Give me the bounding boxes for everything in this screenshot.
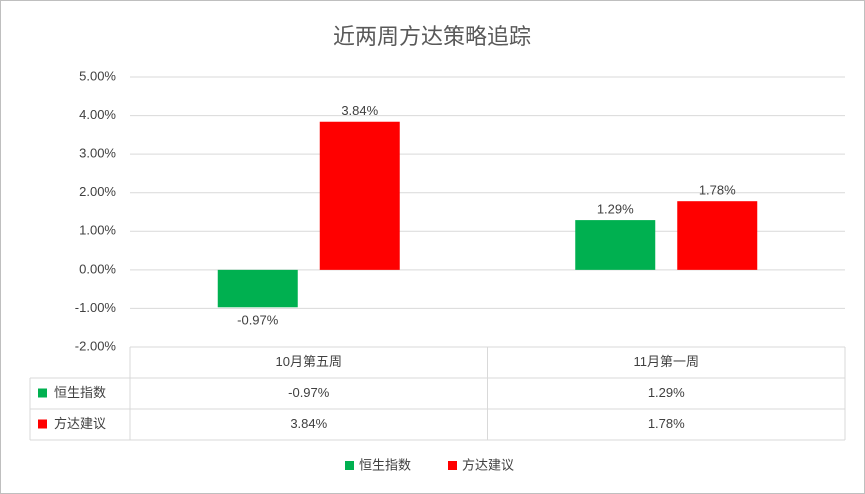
y-tick-label: 5.00% — [79, 68, 116, 83]
bar — [217, 269, 298, 308]
table-cell: -0.97% — [288, 385, 330, 400]
y-tick-label: 1.00% — [79, 223, 116, 238]
table-cell: 1.78% — [648, 416, 685, 431]
bar — [319, 121, 400, 270]
data-label: 1.78% — [699, 183, 736, 198]
data-label: -0.97% — [237, 313, 279, 328]
table-legend-key — [38, 419, 47, 429]
y-tick-label: 3.00% — [79, 146, 116, 161]
table-header: 10月第五周 — [276, 354, 342, 369]
table-cell: 3.84% — [290, 416, 327, 431]
chart-title: 近两周方达策略追踪 — [333, 24, 531, 49]
y-tick-label: 4.00% — [79, 107, 116, 122]
y-tick-label: -2.00% — [75, 338, 117, 353]
table-header: 11月第一周 — [634, 354, 700, 369]
table-cell: 1.29% — [648, 385, 685, 400]
table-legend-key — [38, 388, 47, 398]
table-row-label: 方达建议 — [54, 416, 106, 431]
data-label: 3.84% — [341, 103, 378, 118]
bar — [677, 201, 758, 270]
table-row-label: 恒生指数 — [54, 385, 106, 400]
legend-label: 恒生指数 — [359, 457, 411, 472]
bar — [575, 220, 656, 270]
legend-label: 方达建议 — [462, 457, 514, 472]
legend-key — [345, 461, 354, 470]
y-tick-label: 2.00% — [79, 184, 116, 199]
data-label: 1.29% — [597, 202, 634, 217]
y-tick-label: 0.00% — [79, 261, 116, 276]
y-tick-label: -1.00% — [75, 300, 117, 315]
legend-key — [448, 461, 457, 470]
